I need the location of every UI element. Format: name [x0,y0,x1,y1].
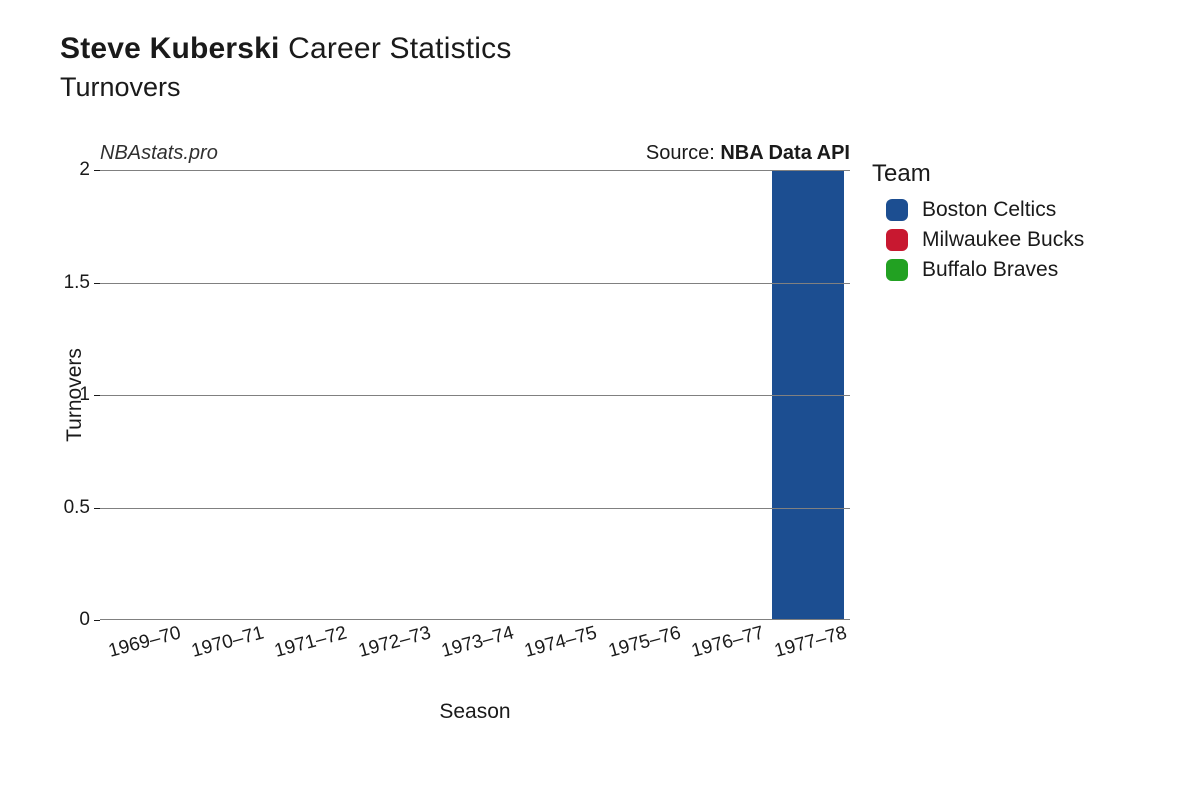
y-tick-mark [94,170,100,171]
y-tick-label: 0 [50,609,90,631]
x-axis-title: Season [100,700,850,724]
legend-label: Buffalo Braves [922,258,1058,282]
legend-item: Milwaukee Bucks [872,228,1084,252]
x-tick-label: 1974–75 [523,622,600,662]
y-tick-mark [94,283,100,284]
title-block: Steve Kuberski Career Statistics Turnove… [60,32,512,103]
legend-swatch [886,259,908,281]
x-tick-label: 1976–77 [689,622,766,662]
x-tick-label: 1971–72 [273,622,350,662]
chart-container: Steve Kuberski Career Statistics Turnove… [0,0,1200,800]
legend-swatch [886,199,908,221]
plot-area: 1969–701970–711971–721972–731973–741974–… [100,170,850,620]
y-tick-mark [94,620,100,621]
legend-title: Team [872,160,1084,188]
legend-label: Boston Celtics [922,198,1056,222]
x-tick-label: 1969–70 [106,622,183,662]
gridline [100,395,850,396]
x-tick-label: 1975–76 [606,622,683,662]
annotation-row: NBAstats.pro Source: NBA Data API [100,142,850,165]
x-tick-label: 1977–78 [773,622,850,662]
y-tick-label: 0.5 [50,497,90,519]
source-prefix: Source: [646,142,720,164]
x-axis-baseline [100,619,850,620]
y-tick-mark [94,508,100,509]
title-player-name: Steve Kuberski [60,32,280,65]
title-suffix: Career Statistics [280,32,512,65]
x-tick-label: 1970–71 [189,622,266,662]
chart-subtitle: Turnovers [60,72,512,103]
x-tick-label: 1973–74 [439,622,516,662]
y-tick-label: 2 [50,159,90,181]
legend: Team Boston Celtics Milwaukee Bucks Buffal… [872,160,1084,288]
source-name: NBA Data API [720,142,850,164]
source-credit: Source: NBA Data API [646,142,850,165]
gridline [100,508,850,509]
legend-item: Boston Celtics [872,198,1084,222]
site-credit: NBAstats.pro [100,142,218,165]
gridline [100,170,850,171]
legend-swatch [886,229,908,251]
y-tick-mark [94,395,100,396]
x-tick-label: 1972–73 [356,622,433,662]
legend-label: Milwaukee Bucks [922,228,1084,252]
chart-title: Steve Kuberski Career Statistics [60,32,512,66]
y-tick-label: 1.5 [50,272,90,294]
y-axis-title: Turnovers [63,348,87,442]
gridline [100,283,850,284]
legend-item: Buffalo Braves [872,258,1084,282]
